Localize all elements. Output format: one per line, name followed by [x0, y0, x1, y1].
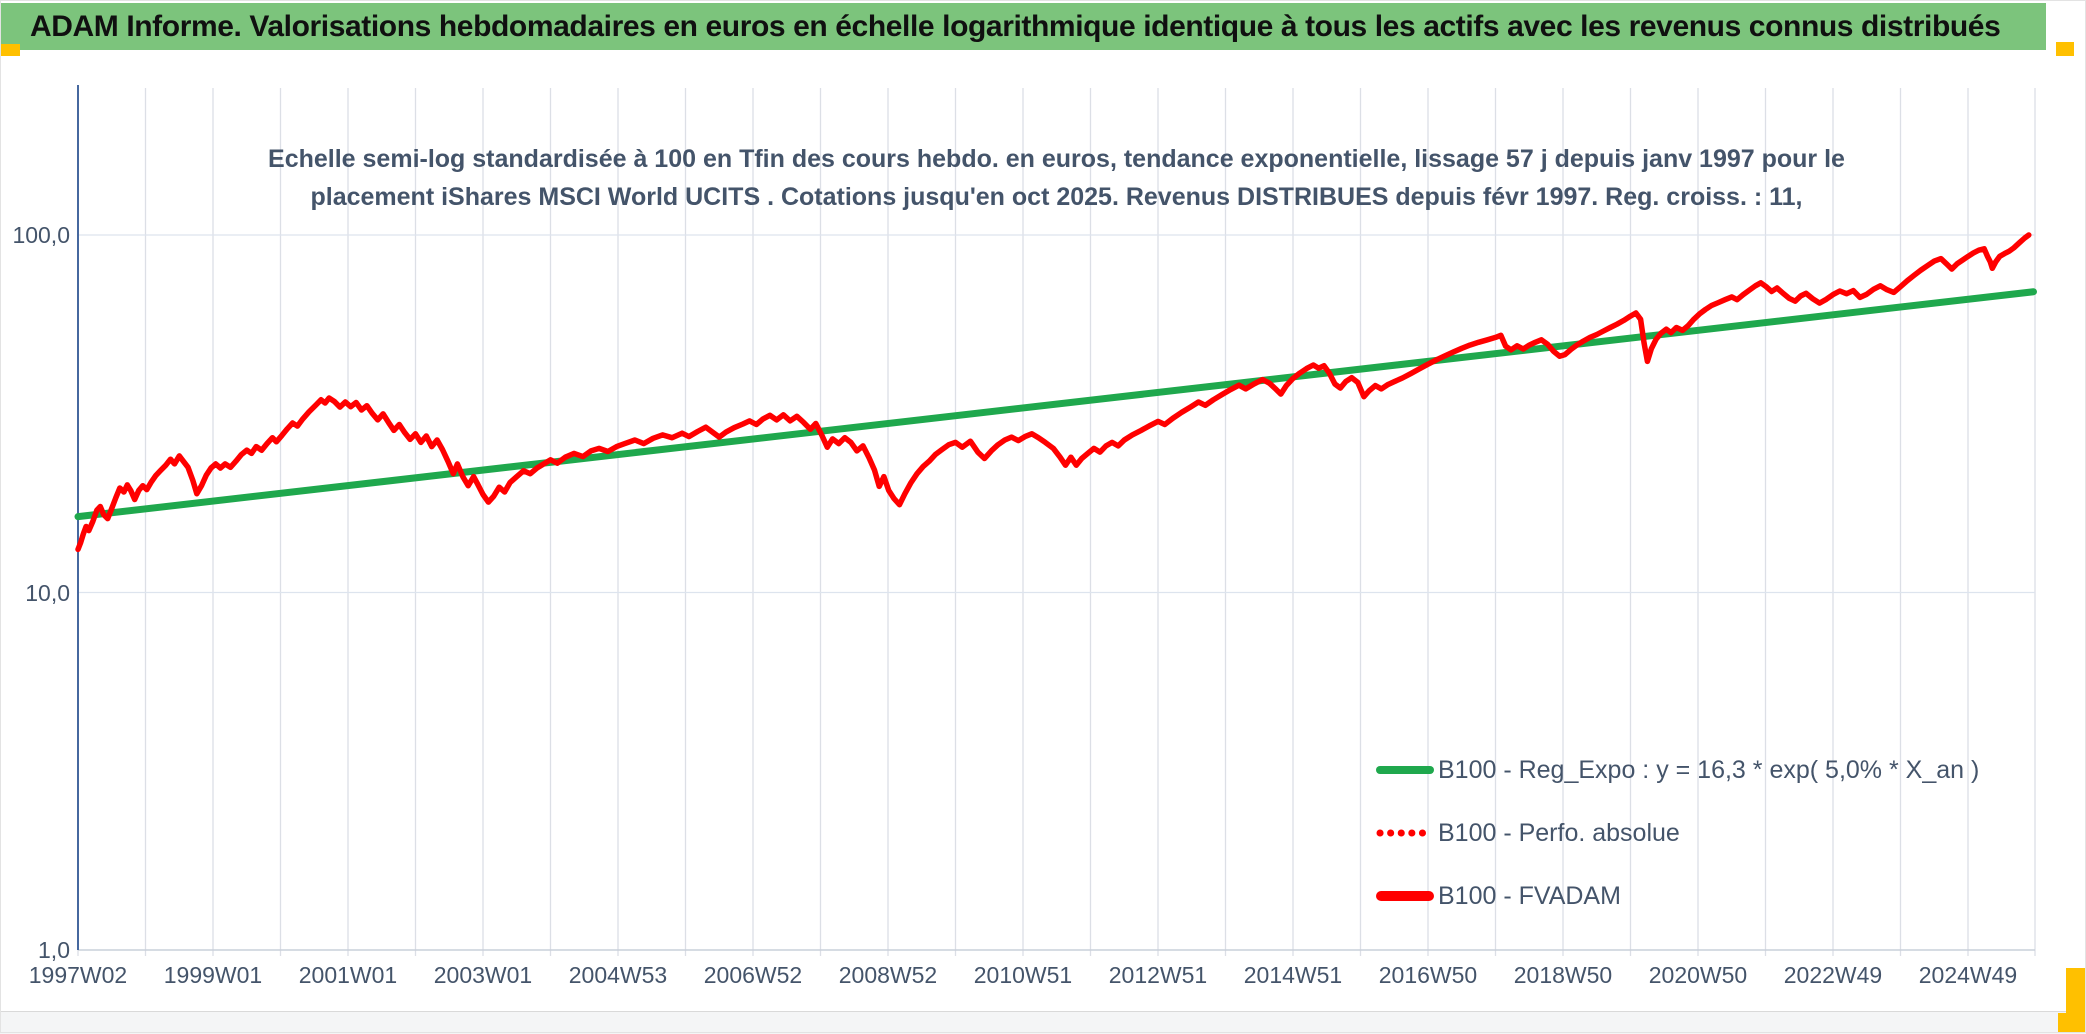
gold-accent-bottom-right [2058, 1013, 2086, 1033]
chart-title-line-1: Echelle semi-log standardisée à 100 en T… [268, 145, 1845, 173]
x-tick-label: 1999W01 [163, 962, 263, 988]
green-trend-line-sample [1376, 766, 1434, 774]
legend-label: B100 - Reg_Expo : y = 16,3 * exp( 5,0% *… [1438, 755, 1980, 784]
legend-item-reg-expo: B100 - Reg_Expo : y = 16,3 * exp( 5,0% *… [1376, 750, 1979, 790]
page-title: ADAM Informe. Valorisations hebdomadaire… [30, 9, 2001, 43]
y-tick-label: 1,0 [38, 937, 70, 963]
legend-item-perfo-absolue: B100 - Perfo. absolue [1376, 813, 1979, 853]
chart-title-line-2: placement iShares MSCI World UCITS . Cot… [310, 183, 1803, 211]
series-line-fvadam [75, 232, 2032, 553]
y-tick-label: 100,0 [12, 222, 70, 248]
gold-accent-right-edge [2066, 968, 2086, 1015]
trend-line-reg-expo [74, 288, 2037, 521]
bottom-strip [0, 1011, 2086, 1034]
x-tick-label: 2001W01 [298, 962, 398, 988]
chart-legend: B100 - Reg_Expo : y = 16,3 * exp( 5,0% *… [1376, 750, 1979, 939]
x-tick-label: 1997W02 [28, 962, 128, 988]
x-tick-label: 2020W50 [1648, 962, 1748, 988]
header-banner: ADAM Informe. Valorisations hebdomadaire… [0, 3, 2046, 50]
x-tick-label: 2024W49 [1918, 962, 2018, 988]
x-tick-label: 2008W52 [838, 962, 938, 988]
x-tick-label: 2003W01 [433, 962, 533, 988]
chart-canvas [74, 85, 2037, 956]
red-dotted-line-sample [1376, 827, 1434, 839]
legend-label: B100 - Perfo. absolue [1438, 818, 1680, 847]
chart-area: Echelle semi-log standardisée à 100 en T… [0, 56, 2086, 1012]
x-tick-label: 2012W51 [1108, 962, 1208, 988]
y-tick-label: 10,0 [25, 579, 70, 606]
gold-accent-top-right [2056, 42, 2074, 58]
x-tick-label: 2010W51 [973, 962, 1073, 988]
legend-item-fvadam: B100 - FVADAM [1376, 876, 1979, 916]
chart-title: Echelle semi-log standardisée à 100 en T… [78, 140, 2035, 216]
x-tick-label: 2018W50 [1513, 962, 1613, 988]
red-solid-line-sample [1376, 891, 1434, 901]
x-tick-label: 2016W50 [1378, 962, 1478, 988]
x-tick-label: 2014W51 [1243, 962, 1343, 988]
x-tick-label: 2006W52 [703, 962, 803, 988]
x-tick-label: 2022W49 [1783, 962, 1883, 988]
x-tick-label: 2004W53 [568, 962, 668, 988]
legend-label: B100 - FVADAM [1438, 881, 1621, 910]
